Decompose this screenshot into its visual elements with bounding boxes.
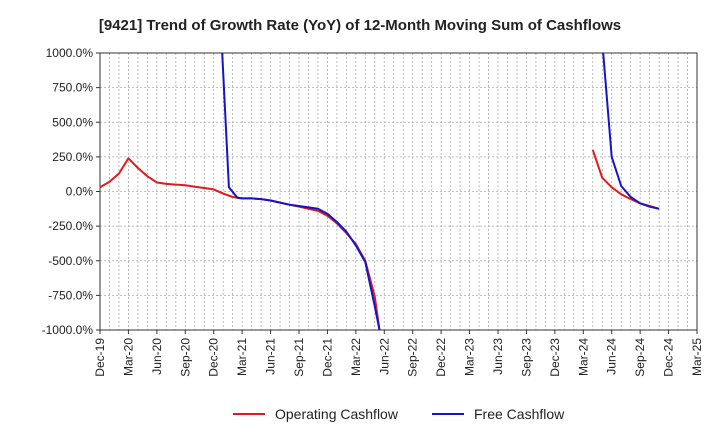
x-tick-label: Dec-22 [434,338,448,377]
y-tick-label: -250.0% [48,219,93,233]
x-tick-label: Jun-23 [491,338,505,375]
x-tick-label: Jun-24 [605,338,619,375]
x-tick-label: Sep-23 [519,338,533,377]
x-tick-label: Sep-24 [633,338,647,377]
x-tick-label: Mar-22 [349,338,363,376]
x-tick-label: Sep-20 [178,338,192,377]
x-tick-label: Jun-20 [150,338,164,375]
y-tick-label: -1000.0% [42,323,94,337]
x-tick-label: Dec-19 [93,338,107,377]
series-line-segment [602,53,660,210]
y-tick-label: -750.0% [48,288,93,302]
x-tick-label: Mar-24 [576,338,590,376]
x-tick-label: Sep-21 [292,338,306,377]
x-tick-label: Dec-24 [662,338,676,377]
series-free-cashflow [221,53,660,330]
y-tick-label: 250.0% [52,150,93,164]
x-tick-label: Jun-21 [264,338,278,375]
y-tick-label: 500.0% [52,115,93,129]
chart-title: [9421] Trend of Growth Rate (YoY) of 12-… [99,17,621,34]
x-tick-label: Mar-25 [690,338,704,376]
grid-layer [100,53,697,330]
legend-label: Operating Cashflow [275,406,399,422]
x-tick-label: Mar-20 [121,338,135,376]
x-tick-label: Dec-21 [320,338,334,377]
x-tick-label: Sep-22 [406,338,420,377]
legend-label: Free Cashflow [474,406,565,422]
x-tick-label: Mar-21 [235,338,249,376]
y-tick-label: 0.0% [66,185,94,199]
series-layer [100,53,660,330]
axes-layer: -1000.0% -750.0% -500.0% -250.0% 0.0% 250.0% 5… [42,46,704,377]
y-tick-label: -500.0% [48,254,93,268]
x-tick-label: Dec-23 [548,338,562,377]
y-tick-label: 750.0% [52,81,93,95]
x-tick-label: Dec-20 [207,338,221,377]
y-tick-label: 1000.0% [46,46,94,60]
legend: Operating Cashflow Free Cashflow [233,406,565,422]
x-tick-label: Mar-23 [463,338,477,376]
series-line-segment [221,53,381,330]
x-tick-label: Jun-22 [377,338,391,375]
